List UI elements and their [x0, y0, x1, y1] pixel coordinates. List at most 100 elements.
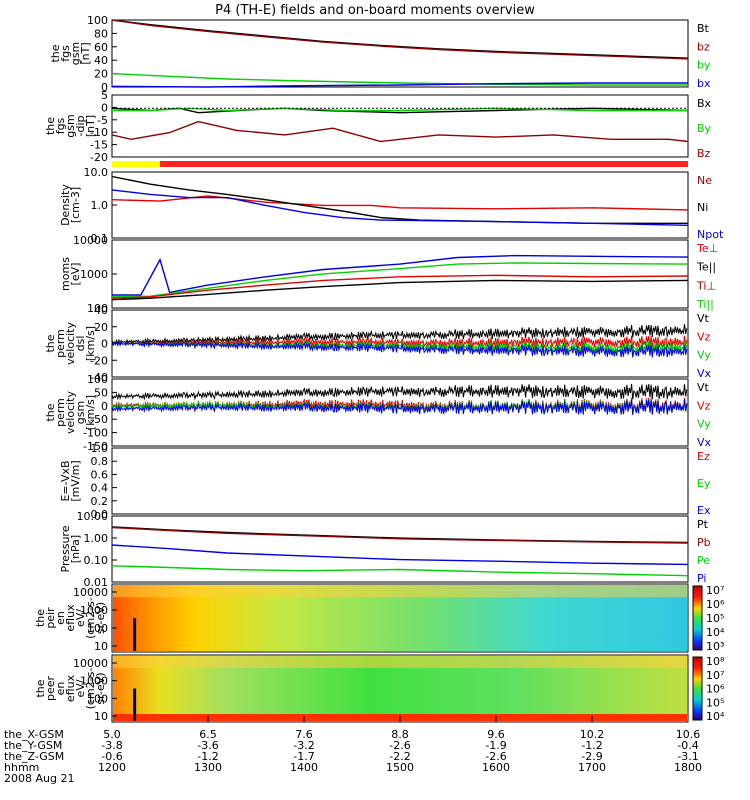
- date-label: 2008 Aug 21: [4, 772, 74, 785]
- y-tick-label: -10: [90, 126, 108, 139]
- legend-label-Ti||: Ti||: [696, 298, 714, 311]
- panel-frame-density: [111, 171, 689, 239]
- y-axis-label: [mV/m]: [69, 460, 82, 501]
- legend-label-bx: bx: [697, 77, 711, 90]
- series-line-Npot: [111, 189, 689, 226]
- y-axis-label: Density: [59, 184, 72, 226]
- spectrogram-top-band: [113, 585, 687, 598]
- y-tick-label: 1000: [80, 604, 108, 617]
- legend-label-Ne: Ne: [697, 174, 712, 187]
- legend-label-Vx: Vx: [697, 436, 712, 449]
- x-tick-label: -3.8: [101, 739, 122, 752]
- colorbar-tick-label: 10⁶: [706, 598, 725, 611]
- y-tick-label: 20: [94, 321, 108, 334]
- y-axis-label: the: [34, 609, 47, 627]
- y-axis-label: dsl: [74, 336, 87, 352]
- x-axis-row-label: the_Z-GSM: [4, 750, 64, 763]
- legend-label-Pt: Pt: [697, 518, 709, 531]
- colorbar-tick-label: 10⁴: [706, 626, 725, 639]
- x-axis-row-label: hhmm: [4, 761, 39, 774]
- series-line-By: [112, 107, 688, 112]
- colorbar-tick-label: 10⁶: [706, 683, 725, 696]
- y-tick-label: 0: [101, 338, 108, 351]
- y-axis-label: peir: [44, 607, 57, 629]
- colorbar-tick-label: 10⁴: [706, 710, 725, 723]
- y-tick-label: -15: [90, 139, 108, 152]
- y-axis-label: the: [44, 403, 57, 421]
- y-axis-label: [eV]: [69, 263, 82, 286]
- x-tick-label: 10.2: [580, 728, 605, 741]
- series-line-Te⊥: [111, 274, 689, 299]
- y-axis-label: gsm: [74, 401, 87, 424]
- y-axis-label: eflux: [64, 604, 77, 632]
- y-axis-label: fgs: [54, 117, 67, 134]
- legend-label-Pe: Pe: [697, 554, 710, 567]
- data-gap-bar: [133, 618, 137, 651]
- y-tick-label: 0.01: [84, 576, 109, 589]
- legend-label-Vz: Vz: [697, 330, 711, 343]
- y-axis-label: sr-eV): [94, 602, 107, 634]
- y-axis-label: sr-eV): [94, 672, 107, 704]
- y-tick-label: -50: [90, 413, 108, 426]
- x-tick-label: 1300: [194, 761, 222, 774]
- y-tick-label: -5: [97, 114, 108, 127]
- y-axis-label: Pressure: [59, 525, 72, 572]
- x-tick-label: -0.4: [677, 739, 698, 752]
- series-line-Pb: [111, 526, 689, 544]
- series-line-Te||: [111, 279, 689, 301]
- x-tick-label: -0.6: [101, 750, 122, 763]
- data-gap-bar: [133, 688, 137, 721]
- legend-label-By: By: [697, 122, 712, 135]
- legend-label-Te||: Te||: [696, 261, 716, 274]
- x-tick-label: -3.2: [293, 739, 314, 752]
- y-axis-label: eV/: [74, 679, 87, 697]
- x-tick-label: 7.6: [295, 728, 313, 741]
- y-axis-label: E=-VxB: [59, 460, 72, 501]
- y-axis-label: (cm2-s-: [84, 597, 97, 639]
- y-tick-label: -20: [90, 354, 108, 367]
- y-axis-label: gsm: [64, 114, 77, 137]
- y-tick-label: 0.10: [84, 554, 109, 567]
- series-line-Bz: [111, 120, 689, 143]
- y-axis-label: gsm: [69, 42, 82, 65]
- y-axis-label: peer: [44, 676, 57, 702]
- series-line-Ti-blue: [112, 254, 689, 296]
- y-tick-label: 60: [94, 41, 108, 54]
- y-tick-label: 1.0: [91, 199, 109, 212]
- y-axis-label: moms: [59, 257, 72, 291]
- y-axis-label: [nT]: [79, 42, 92, 64]
- x-tick-label: -1.2: [197, 750, 218, 763]
- legend-label-Vy: Vy: [697, 418, 711, 431]
- y-axis-label: the: [44, 334, 57, 352]
- series-line-Ne: [111, 195, 689, 211]
- x-axis-row-label: the_Y-GSM: [4, 739, 62, 752]
- series-line-by: [111, 72, 688, 86]
- x-tick-label: -3.6: [197, 739, 218, 752]
- x-tick-label: -2.2: [389, 750, 410, 763]
- colorbar-peer: [692, 656, 703, 721]
- y-axis-label: velocity: [64, 322, 77, 365]
- colorbar-tick-label: 10³: [706, 640, 724, 653]
- series-line-bx: [111, 82, 688, 88]
- y-tick-label: 0: [101, 81, 108, 94]
- x-axis-row-label: the_X-GSM: [4, 728, 64, 741]
- series-line-Vx: [111, 340, 688, 358]
- y-axis-label: the: [44, 117, 57, 135]
- colorbar-tick-label: 10⁵: [706, 696, 724, 709]
- colorbar-tick-label: 10⁷: [706, 669, 724, 682]
- plot-title: P4 (TH-E) fields and on-board moments ov…: [215, 3, 535, 18]
- panel-frame-fgs_dif: [111, 94, 689, 158]
- panel-frame-efield: [111, 447, 689, 515]
- y-tick-label: 1.00: [84, 532, 109, 545]
- legend-label-Bz: Bz: [697, 147, 711, 160]
- legend-label-Te⊥: Te⊥: [696, 242, 718, 255]
- x-tick-label: 1800: [674, 761, 702, 774]
- y-tick-label: 100: [87, 622, 108, 635]
- y-tick-label: 80: [94, 27, 108, 40]
- y-axis-label: fgs: [59, 45, 72, 62]
- x-tick-label: 1600: [482, 761, 510, 774]
- y-tick-label: 10.0: [84, 166, 109, 179]
- y-axis-label: en: [54, 611, 67, 625]
- y-axis-label: velocity: [64, 391, 77, 434]
- x-tick-label: 1200: [98, 761, 126, 774]
